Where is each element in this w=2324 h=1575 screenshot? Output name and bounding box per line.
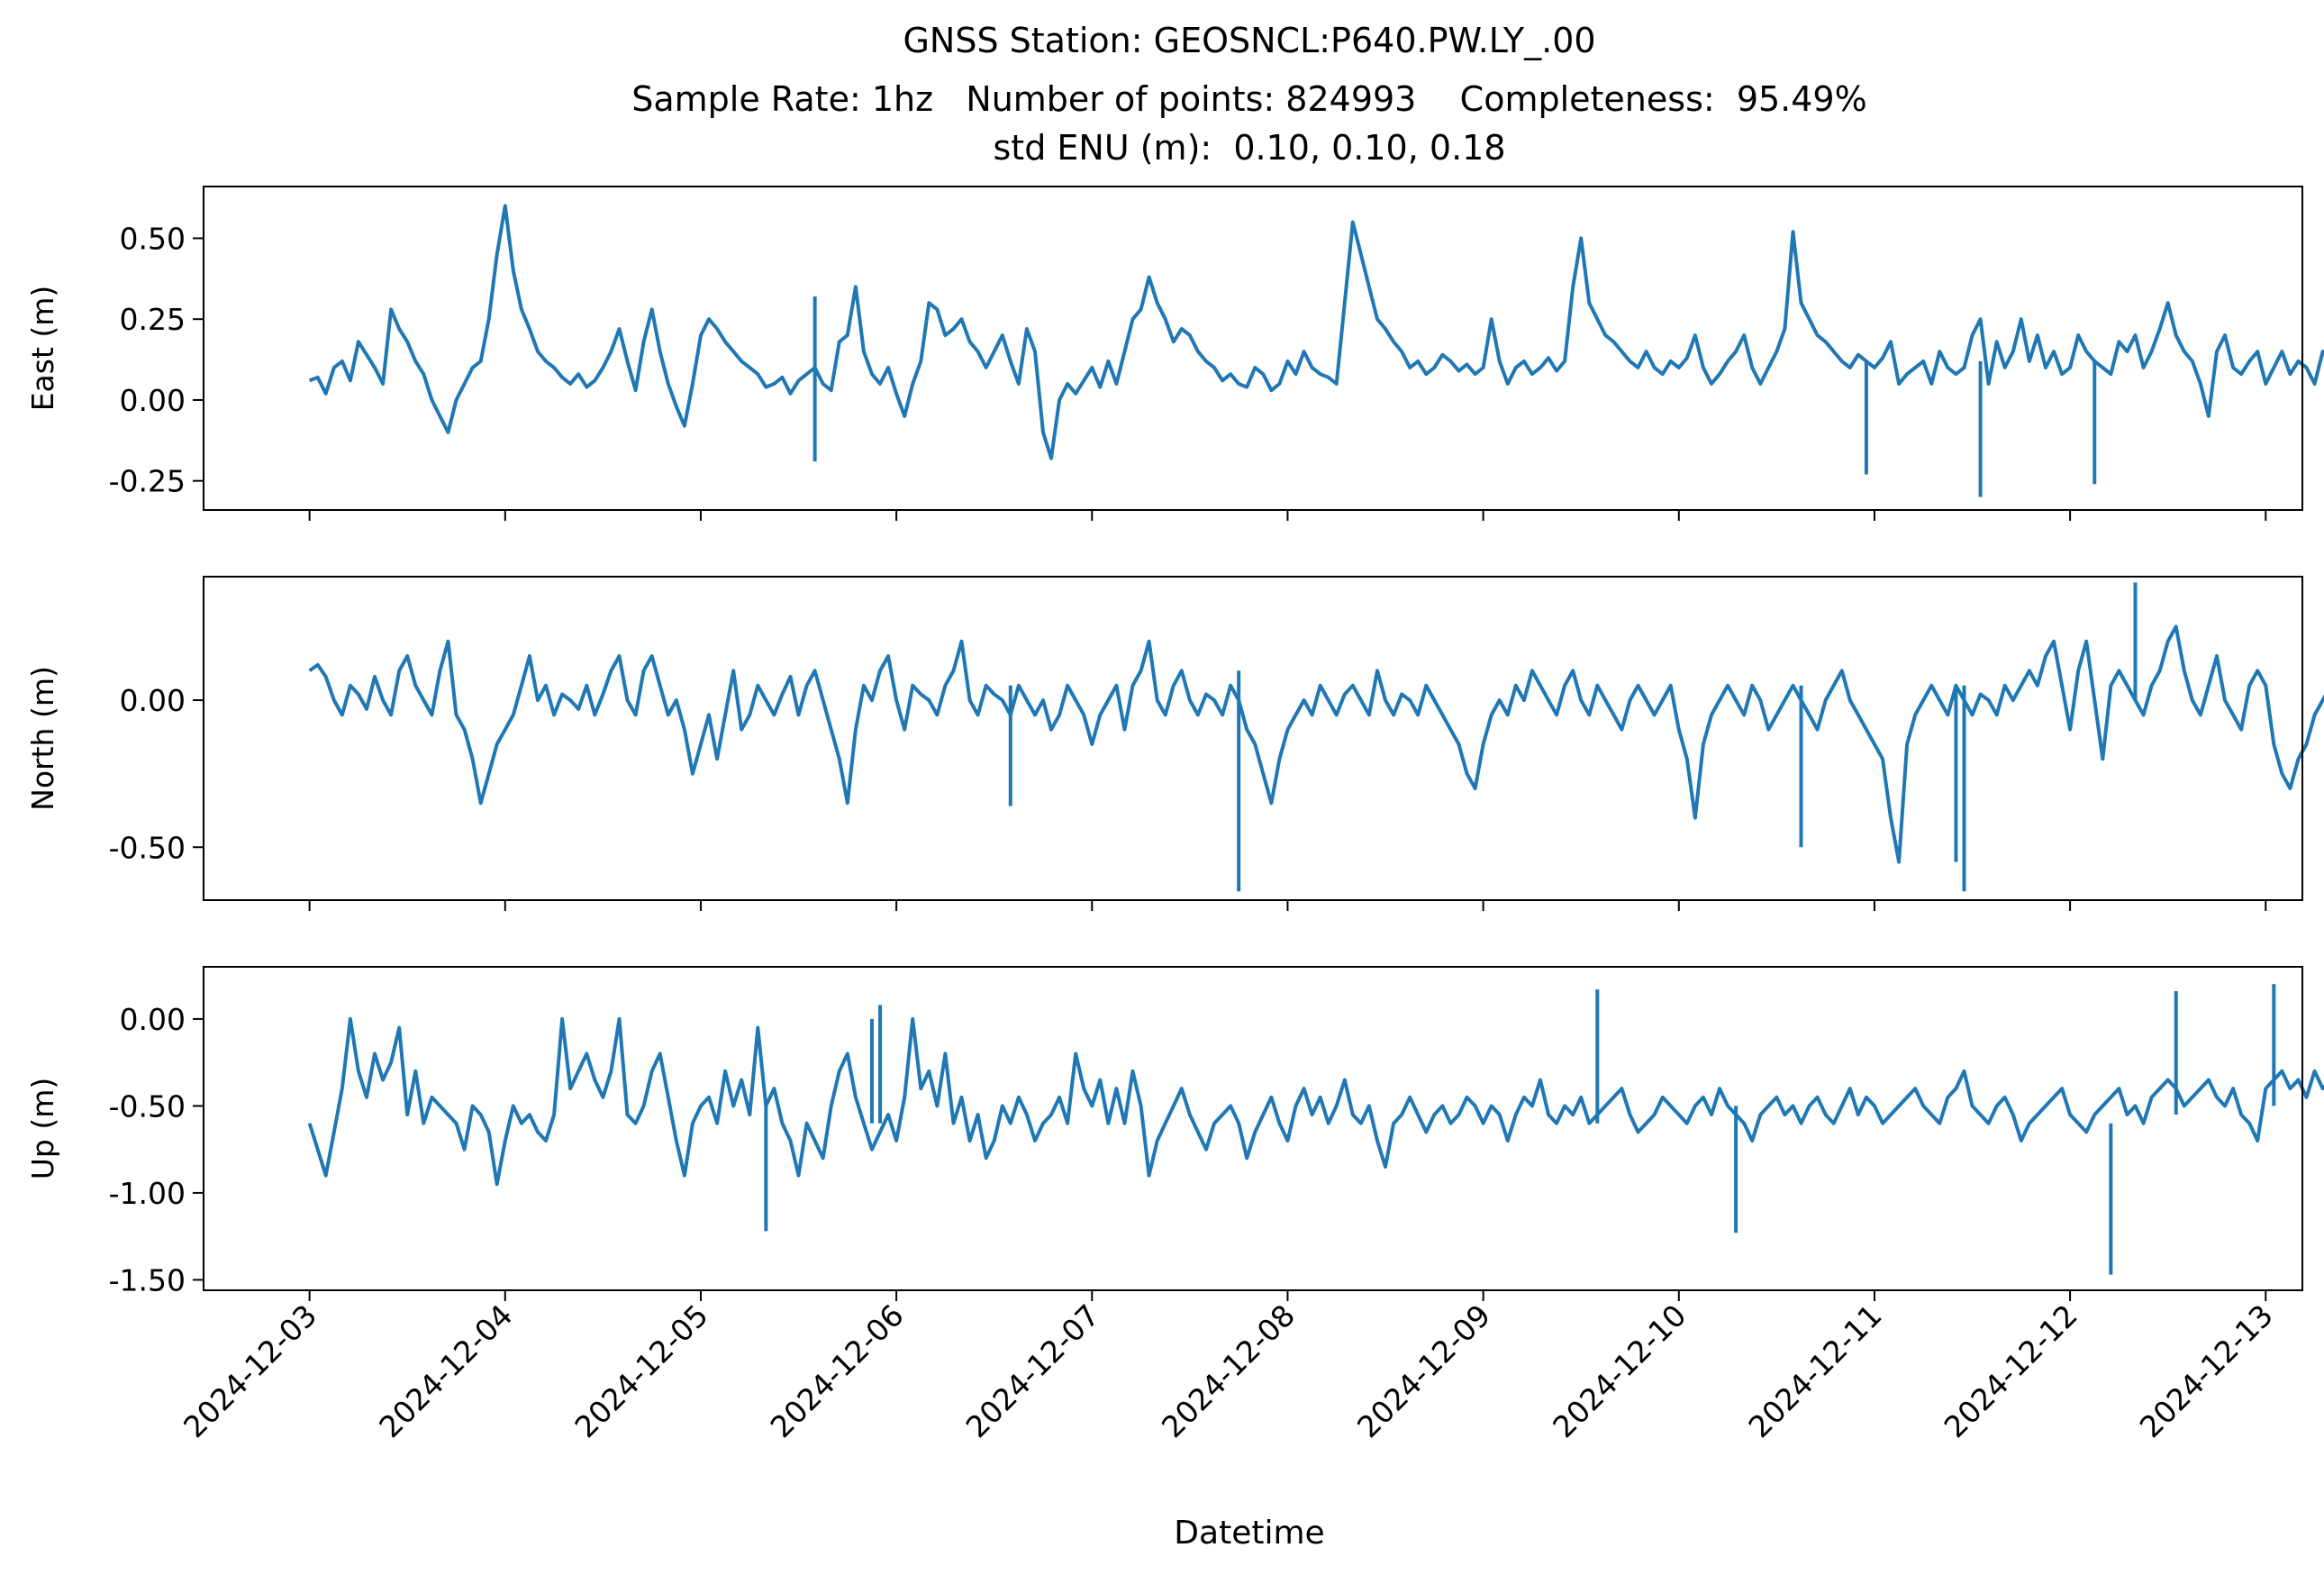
north-series-line (308, 624, 2324, 864)
north-panel: 0.00 -0.50 North (m) (25, 576, 2324, 911)
up-ytick-label-2: -1.00 (109, 1176, 186, 1211)
up-ytick-label-3: -1.50 (109, 1262, 186, 1297)
north-y-axis-label: North (m) (25, 666, 60, 811)
east-y-axis-label: East (m) (25, 286, 60, 412)
north-ytick-label-0: 0.00 (120, 683, 186, 718)
up-ytick-label-0: 0.00 (120, 1002, 186, 1037)
title-line-1: GNSS Station: GEOSNCL:P640.PW.LY_.00 (903, 21, 1595, 60)
east-series-line (308, 204, 2324, 460)
up-axes-frame (203, 966, 2303, 1291)
up-series-line (307, 1016, 2324, 1187)
east-ytick-label-0: 0.50 (120, 221, 186, 256)
east-ytick-label-2: 0.00 (120, 383, 186, 418)
x-axis-label: Datetime (1174, 1515, 1324, 1552)
east-ytick-label-1: 0.25 (120, 302, 186, 337)
up-panel: 0.00 -0.50 -1.00 -1.50 Up (m) (25, 966, 2324, 1301)
east-axes-frame (203, 186, 2303, 511)
east-ytick-label-3: -0.25 (109, 464, 186, 499)
title-line-3: std ENU (m): 0.10, 0.10, 0.18 (994, 128, 1506, 168)
title-line-2: Sample Rate: 1hz Number of points: 82499… (631, 79, 1866, 119)
north-ytick-label-1: -0.50 (109, 830, 186, 865)
east-panel: 0.50 0.25 0.00 -0.25 East (m) (25, 186, 2324, 521)
up-ytick-label-1: -0.50 (109, 1088, 186, 1124)
north-axes-frame (203, 576, 2303, 901)
up-y-axis-label: Up (m) (25, 1078, 60, 1180)
